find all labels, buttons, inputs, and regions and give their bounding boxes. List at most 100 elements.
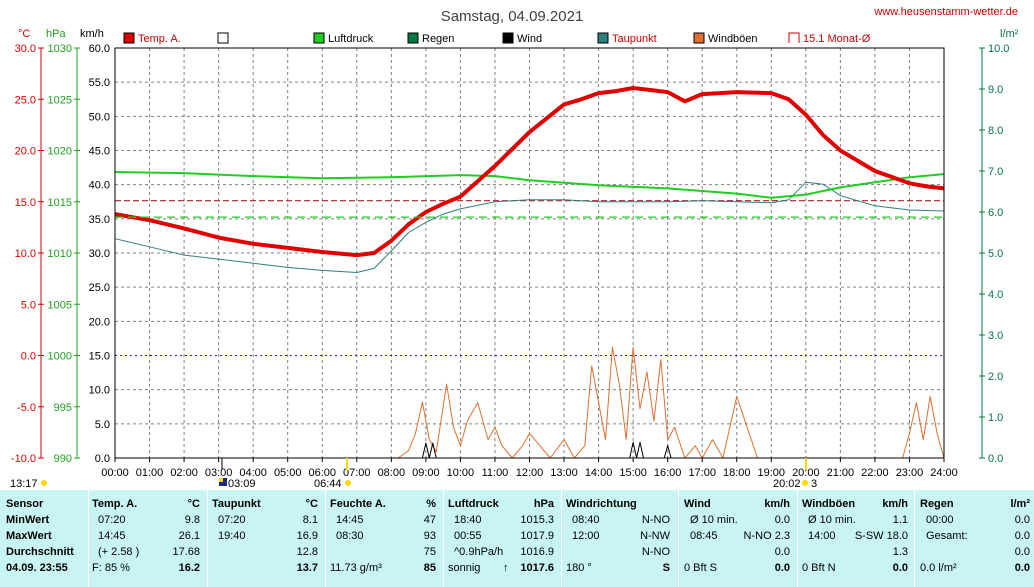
pressure-tick: 995 (54, 402, 72, 414)
cell-dir-label: 12:00 (572, 530, 600, 542)
chart-title: Samstag, 04.09.2021 (441, 8, 584, 25)
legend-label: Wind (517, 33, 542, 45)
wind-tick: 5.0 (95, 419, 110, 431)
wind-tick: 45.0 (89, 146, 110, 158)
legend-swatch (693, 32, 705, 44)
header-unit-temp: °C (187, 498, 200, 510)
pressure-unit: hPa (46, 28, 66, 40)
row-label-max: MaxWert (6, 530, 52, 542)
pressure-tick: 1015 (48, 197, 72, 209)
pressure-trend-arrow-icon: ↑ (503, 562, 509, 574)
cell-gust-value: 1.3 (892, 546, 908, 558)
cell-wind-label: Ø 10 min. (690, 514, 738, 526)
wind-tick: 55.0 (89, 77, 110, 89)
legend-item: Luftdruck (313, 32, 374, 45)
time-tick: 23:00 (896, 467, 924, 479)
sun-icon (41, 480, 47, 486)
header-sensor: Sensor (6, 498, 44, 510)
time-tick: 16:00 (654, 467, 682, 479)
time-tick: 10:00 (447, 467, 475, 479)
wind-tick: 60.0 (89, 43, 110, 55)
grid (115, 48, 944, 458)
time-tick: 19:00 (758, 467, 786, 479)
temp-tick: 0.0 (21, 351, 36, 363)
cell-rain-value: 0.0 (1014, 530, 1030, 542)
legend: Temp. A. Luftdruck Regen Wind Taupunkt Windbö… (123, 32, 871, 45)
temp-tick: 5.0 (21, 299, 36, 311)
moon-highlight-icon (219, 478, 223, 482)
legend-swatch (502, 32, 514, 44)
legend-label: Windböen (708, 33, 758, 45)
cell-dir-value: S (662, 562, 670, 574)
cell-wind-value: 0.0 (774, 546, 790, 558)
temp-tick: 30.0 (15, 43, 36, 55)
legend-swatch (313, 32, 325, 44)
cell-dew-label: 07:20 (218, 514, 246, 526)
cell-rain-label: 0.0 l/m² (920, 562, 957, 574)
cell-press-value: 1017.9 (520, 530, 554, 542)
rain-tick: 7.0 (988, 166, 1003, 178)
pressure-tick: 1000 (48, 351, 72, 363)
cell-temp-value: 17.68 (172, 546, 200, 558)
cell-gust-value: 0.0 (892, 562, 908, 574)
time-tick: 07:00 (343, 467, 371, 479)
sunrise-time: 06:44 (314, 478, 342, 490)
time-tick: 12:00 (516, 467, 544, 479)
rain-tick: 3.0 (988, 330, 1003, 342)
legend-swatch (407, 32, 419, 44)
row-label-min: MinWert (6, 514, 50, 526)
legend-swatch (788, 32, 800, 43)
header-unit-hum: % (426, 498, 436, 510)
cell-press-label: 18:40 (454, 514, 482, 526)
cell-rain-value: 0.0 (1014, 514, 1030, 526)
time-tick: 13:00 (550, 467, 578, 479)
cell-hum-value: 47 (423, 514, 436, 526)
pressure-tick: 1005 (48, 299, 72, 311)
time-tick: 11:00 (482, 467, 509, 479)
pressure-tick: 1025 (48, 94, 72, 106)
plot-frame (114, 47, 945, 459)
cell-hum-value: 75 (423, 546, 436, 558)
cell-hum-label: 11.73 g/m³ (330, 562, 382, 574)
legend-item: Windböen (693, 32, 758, 45)
time-tick: 17:00 (688, 467, 716, 479)
site-url[interactable]: www.heusenstamm-wetter.de (873, 6, 1018, 18)
cell-dew-label: 19:40 (218, 530, 246, 542)
time-tick: 06:00 (308, 467, 336, 479)
cell-wind-label: 08:45 (690, 530, 718, 542)
cell-gust-label: Ø 10 min. (808, 514, 856, 526)
wind-tick: 0.0 (95, 453, 110, 465)
header-temp: Temp. A. (92, 498, 138, 510)
marker-left-time: 13:17 (10, 478, 38, 490)
cell-press-label: sonnig (448, 562, 481, 574)
temp-tick: -5.0 (17, 402, 36, 414)
sunset-time: 20:02 (773, 478, 801, 490)
cell-dew-value: 12.8 (296, 546, 318, 558)
cell-dir-value: N-NO (641, 546, 670, 558)
legend-item: 15.1 Monat-Ø (788, 32, 871, 45)
sunrise-icon (345, 480, 351, 486)
legend-item: Taupunkt (597, 32, 657, 45)
rain-tick: 2.0 (988, 371, 1003, 383)
header-dew: Taupunkt (212, 498, 261, 510)
time-tick: 05:00 (274, 467, 302, 479)
time-tick: 04:00 (239, 467, 267, 479)
rain-tick: 0.0 (988, 453, 1003, 465)
wind-tick: 50.0 (89, 111, 110, 123)
wind-tick: 15.0 (89, 351, 110, 363)
header-gust: Windböen (802, 498, 856, 510)
cell-press-value: 1017.6 (520, 562, 554, 574)
cell-gust-label: 14:00 (808, 530, 836, 542)
legend-item: Regen (407, 32, 454, 45)
cell-wind-value: 0.0 (774, 514, 790, 526)
temp-tick: 20.0 (15, 146, 36, 158)
cell-hum-label: 14:45 (336, 514, 364, 526)
time-tick: 22:00 (861, 467, 889, 479)
cell-temp-label: 07:20 (98, 514, 126, 526)
cell-press-value: 1016.9 (520, 546, 554, 558)
cell-temp-label: 14:45 (98, 530, 126, 542)
legend-item: Wind (502, 32, 542, 45)
time-tick: 20:00 (792, 467, 820, 479)
sunset-icon (802, 480, 808, 486)
header-hum: Feuchte A. (330, 498, 386, 510)
